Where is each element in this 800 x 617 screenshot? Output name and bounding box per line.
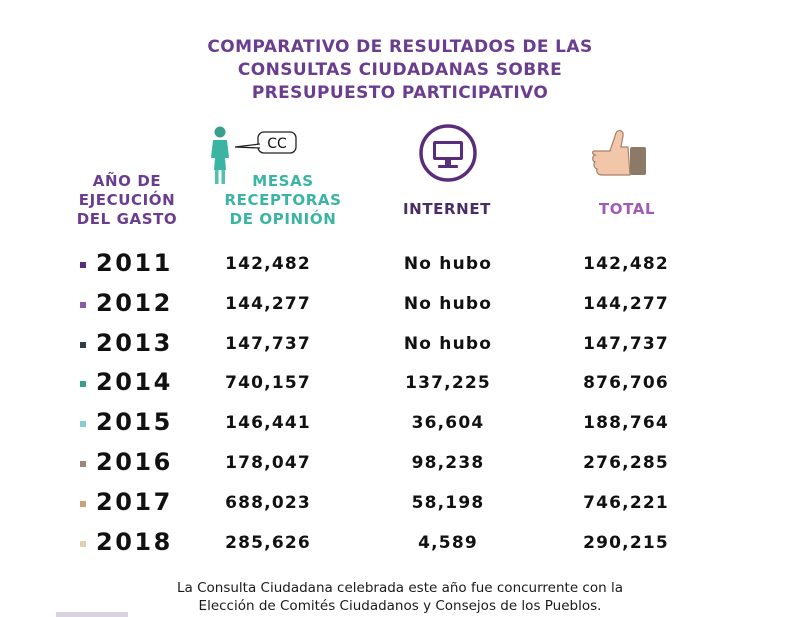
mesas-cell: 147,737 xyxy=(225,333,311,354)
table-row: 2012 144,277 No hubo 144,277 xyxy=(0,285,800,325)
decorative-bar xyxy=(56,612,128,617)
total-cell: 188,764 xyxy=(583,413,669,434)
mesas-cell: 740,157 xyxy=(225,373,311,394)
thumbs-up-icon xyxy=(592,130,646,176)
table-row: 2014 740,157 137,225 876,706 xyxy=(0,364,800,404)
total-cell: 746,221 xyxy=(583,492,669,513)
total-cell: 142,482 xyxy=(583,254,669,274)
internet-cell: 137,225 xyxy=(405,373,491,394)
mesas-cell: 178,047 xyxy=(225,453,311,473)
header-line: RECEPTORAS xyxy=(224,191,342,209)
title-line: CONSULTAS CIUDADANAS SOBRE xyxy=(237,60,563,80)
header-line: DEL GASTO xyxy=(76,210,178,228)
year-cell: 2015 xyxy=(96,408,173,437)
year-bullet xyxy=(80,461,86,467)
internet-cell: 4,589 xyxy=(418,532,478,553)
year-cell: 2016 xyxy=(96,448,173,476)
table-row: 2013 147,737 No hubo 147,737 xyxy=(0,325,800,365)
speech-bubble-text: CC xyxy=(267,136,287,152)
internet-cell: No hubo xyxy=(403,333,493,354)
mesas-cell: 285,626 xyxy=(225,532,311,553)
footnote: La Consulta Ciudadana celebrada este año… xyxy=(0,579,800,615)
year-bullet xyxy=(80,500,86,507)
header-line: MESAS xyxy=(252,172,314,190)
year-bullet xyxy=(80,301,86,308)
mesas-cell: 146,441 xyxy=(225,413,311,434)
footnote-line: Elección de Comités Ciudadanos y Consejo… xyxy=(198,598,602,614)
header-line: AÑO DE xyxy=(92,172,162,190)
title-line: PRESUPUESTO PARTICIPATIVO xyxy=(251,83,549,103)
header-line: EJECUCIÓN xyxy=(78,191,176,209)
mesas-column-header: MESAS RECEPTORAS DE OPINIÓN xyxy=(210,172,356,229)
table-row: 2015 146,441 36,604 188,764 xyxy=(0,404,800,444)
year-column-header: AÑO DE EJECUCIÓN DEL GASTO xyxy=(54,172,200,229)
title-line: COMPARATIVO DE RESULTADOS DE LAS xyxy=(207,37,593,57)
total-column-header: TOTAL xyxy=(598,200,656,218)
mesas-cell: 688,023 xyxy=(225,492,311,513)
chart-title: COMPARATIVO DE RESULTADOS DE LAS CONSULT… xyxy=(0,36,800,105)
year-bullet xyxy=(80,341,86,348)
total-cell: 290,215 xyxy=(583,532,669,553)
internet-cell: No hubo xyxy=(403,254,493,274)
internet-cell: 58,198 xyxy=(411,492,485,513)
total-cell: 144,277 xyxy=(583,293,669,314)
table-row: 2018 285,626 4,589 290,215 xyxy=(0,524,800,564)
total-cell: 876,706 xyxy=(583,373,669,394)
year-cell: 2014 xyxy=(96,368,173,397)
year-cell: 2011 xyxy=(96,249,173,277)
table-row: 2016 178,047 98,238 276,285 xyxy=(0,444,800,484)
year-bullet xyxy=(80,540,86,547)
person-speech-bubble-icon: CC xyxy=(211,126,297,184)
internet-column-header: INTERNET xyxy=(403,200,491,218)
year-bullet xyxy=(80,421,86,428)
year-cell: 2017 xyxy=(96,487,173,516)
computer-monitor-icon xyxy=(419,124,477,182)
year-cell: 2012 xyxy=(96,288,173,317)
total-cell: 147,737 xyxy=(583,333,669,354)
table-row: 2017 688,023 58,198 746,221 xyxy=(0,484,800,524)
footnote-line: La Consulta Ciudadana celebrada este año… xyxy=(177,580,623,596)
mesas-cell: 142,482 xyxy=(225,254,311,274)
internet-cell: No hubo xyxy=(403,293,493,314)
year-cell: 2013 xyxy=(96,328,173,357)
table-row: 2011 142,482 No hubo 142,482 xyxy=(0,245,800,285)
year-cell: 2018 xyxy=(96,527,173,556)
year-bullet xyxy=(80,381,86,388)
mesas-cell: 144,277 xyxy=(225,293,311,314)
internet-cell: 36,604 xyxy=(411,413,485,434)
internet-cell: 98,238 xyxy=(411,453,485,473)
year-bullet xyxy=(80,262,86,268)
total-cell: 276,285 xyxy=(583,453,669,473)
header-line: DE OPINIÓN xyxy=(229,210,337,228)
